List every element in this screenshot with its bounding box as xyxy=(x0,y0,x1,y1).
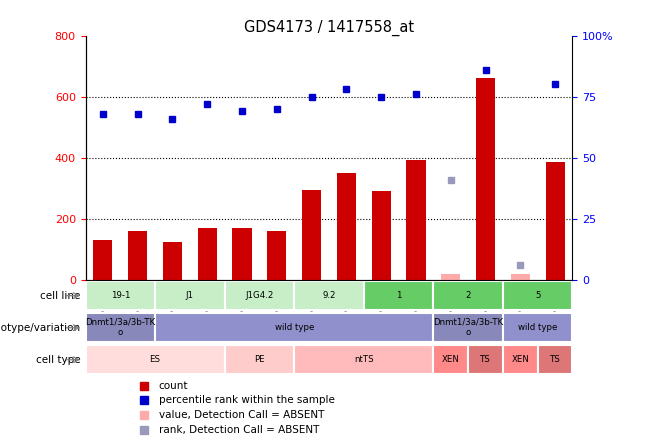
Text: cell line: cell line xyxy=(40,291,81,301)
Bar xyxy=(86,281,155,310)
Bar xyxy=(434,345,468,374)
Text: TS: TS xyxy=(480,355,491,364)
Bar xyxy=(294,345,434,374)
Text: value, Detection Call = ABSENT: value, Detection Call = ABSENT xyxy=(159,410,324,420)
Text: wild type: wild type xyxy=(274,323,314,332)
Bar xyxy=(337,173,356,280)
Bar xyxy=(302,190,321,280)
Bar xyxy=(224,281,294,310)
Text: PE: PE xyxy=(254,355,265,364)
Bar xyxy=(503,345,538,374)
Text: J1G4.2: J1G4.2 xyxy=(245,291,274,300)
Text: XEN: XEN xyxy=(511,355,529,364)
Bar xyxy=(364,281,434,310)
Text: ES: ES xyxy=(149,355,161,364)
Bar xyxy=(294,281,364,310)
Bar xyxy=(197,228,217,280)
Text: rank, Detection Call = ABSENT: rank, Detection Call = ABSENT xyxy=(159,425,319,435)
Bar xyxy=(224,345,294,374)
Bar xyxy=(86,345,224,374)
Text: percentile rank within the sample: percentile rank within the sample xyxy=(159,396,334,405)
Bar xyxy=(372,190,391,280)
Bar xyxy=(128,231,147,280)
Text: J1: J1 xyxy=(186,291,194,300)
Text: 2: 2 xyxy=(465,291,471,300)
Bar xyxy=(503,313,572,342)
Text: wild type: wild type xyxy=(518,323,557,332)
Text: XEN: XEN xyxy=(442,355,460,364)
Bar xyxy=(434,313,503,342)
Bar xyxy=(476,78,495,280)
Bar xyxy=(93,240,113,280)
Text: 5: 5 xyxy=(535,291,540,300)
Bar xyxy=(155,313,434,342)
Text: TS: TS xyxy=(549,355,561,364)
Bar xyxy=(538,345,572,374)
Text: cell type: cell type xyxy=(36,355,81,365)
Bar xyxy=(511,274,530,280)
Bar xyxy=(441,274,461,280)
Bar xyxy=(86,313,155,342)
Bar xyxy=(545,162,565,280)
Text: GDS4173 / 1417558_at: GDS4173 / 1417558_at xyxy=(244,20,414,36)
Text: 9.2: 9.2 xyxy=(322,291,336,300)
Text: 1: 1 xyxy=(396,291,401,300)
Bar xyxy=(232,228,251,280)
Text: genotype/variation: genotype/variation xyxy=(0,323,81,333)
Bar xyxy=(434,281,503,310)
Bar xyxy=(267,231,286,280)
Bar xyxy=(503,281,572,310)
Text: ntTS: ntTS xyxy=(354,355,374,364)
Bar xyxy=(407,160,426,280)
Bar xyxy=(155,281,224,310)
Text: Dnmt1/3a/3b-TK
o: Dnmt1/3a/3b-TK o xyxy=(433,318,503,337)
Text: Dnmt1/3a/3b-TK
o: Dnmt1/3a/3b-TK o xyxy=(86,318,155,337)
Bar xyxy=(163,242,182,280)
Bar xyxy=(468,345,503,374)
Text: 19-1: 19-1 xyxy=(111,291,130,300)
Text: count: count xyxy=(159,381,188,391)
